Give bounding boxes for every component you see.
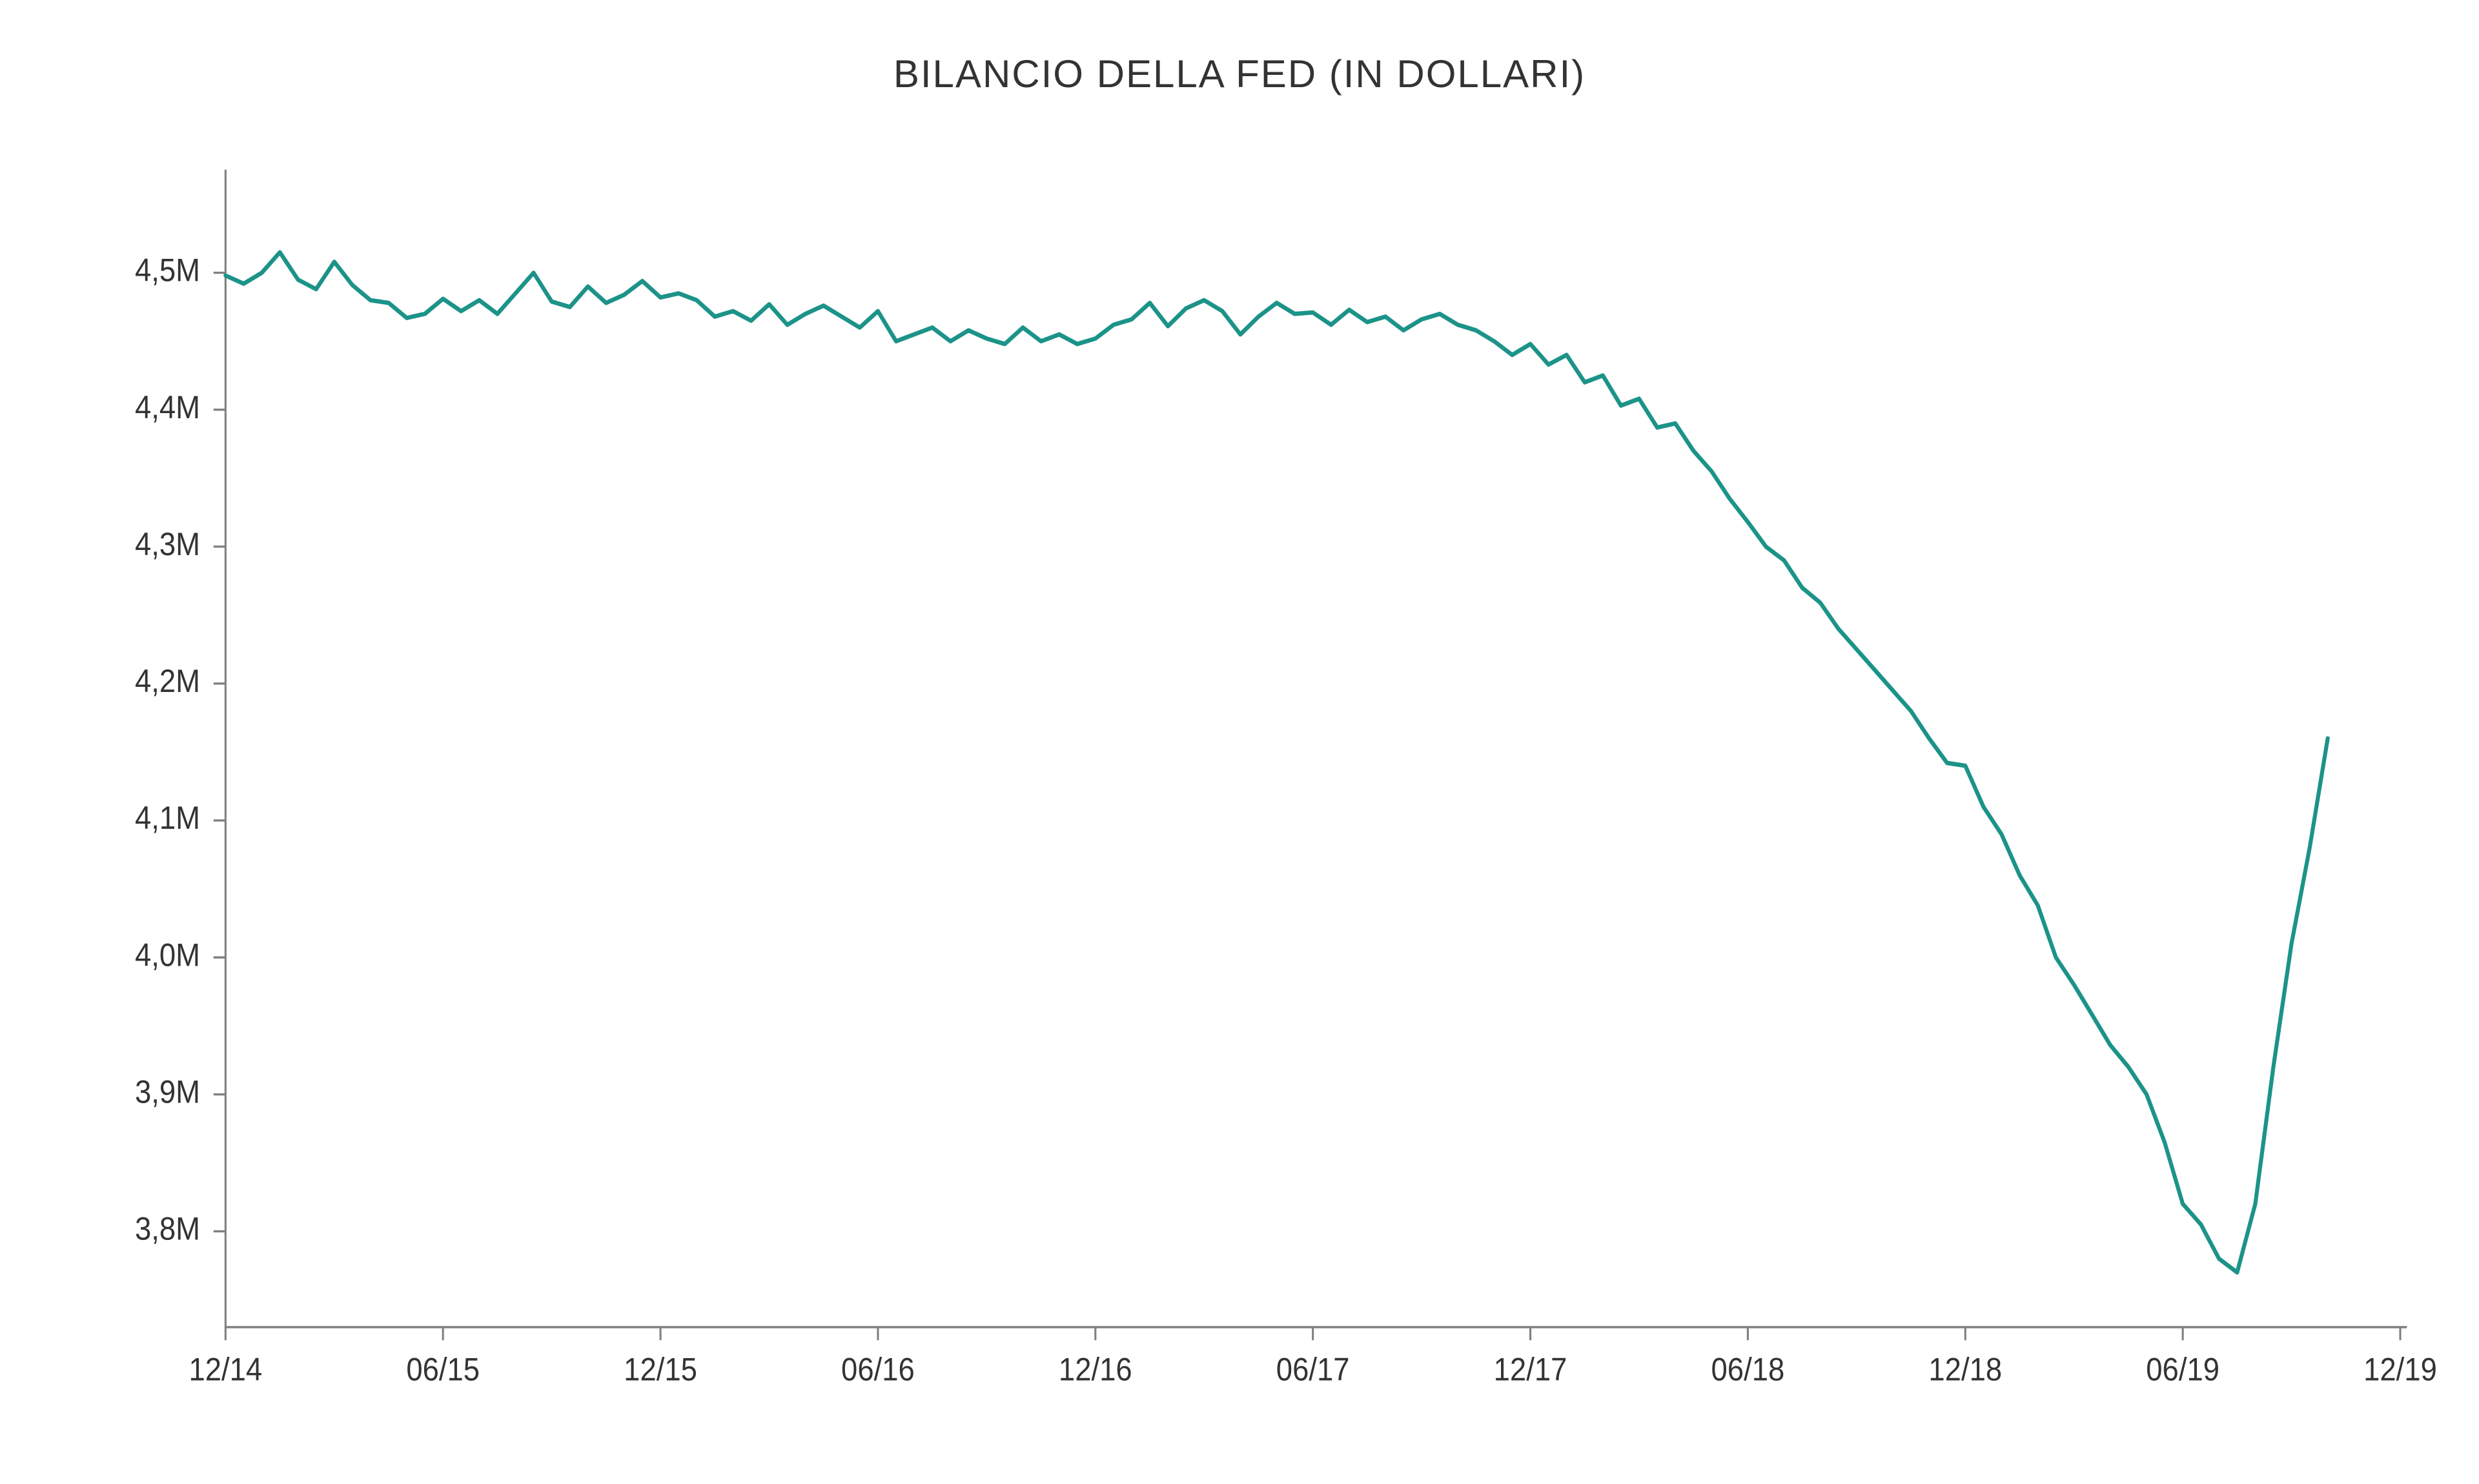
svg-text:12/14: 12/14 <box>189 1352 262 1388</box>
svg-text:4,4M: 4,4M <box>135 390 200 425</box>
svg-text:4,3M: 4,3M <box>135 527 200 562</box>
svg-text:06/17: 06/17 <box>1276 1352 1350 1388</box>
chart-container: BILANCIO DELLA FED (IN DOLLARI) 3,8M 3,9M… <box>0 0 2479 1484</box>
svg-text:4,2M: 4,2M <box>135 664 200 699</box>
svg-text:3,9M: 3,9M <box>135 1075 200 1110</box>
chart-title: BILANCIO DELLA FED (IN DOLLARI) <box>39 52 2440 96</box>
svg-text:12/19: 12/19 <box>2363 1352 2437 1388</box>
svg-text:12/15: 12/15 <box>624 1352 697 1388</box>
line-chart-svg: 3,8M 3,9M 4,0M 4,1M 4,2M 4,3M 4,4M 4,5M 12/14 06/… <box>39 148 2440 1458</box>
svg-text:06/18: 06/18 <box>1711 1352 1785 1388</box>
svg-text:06/15: 06/15 <box>406 1352 480 1388</box>
plot-area: 3,8M 3,9M 4,0M 4,1M 4,2M 4,3M 4,4M 4,5M 12/14 06/… <box>39 148 2440 1458</box>
svg-text:12/18: 12/18 <box>1928 1352 2002 1388</box>
svg-text:4,1M: 4,1M <box>135 800 200 836</box>
svg-text:12/16: 12/16 <box>1059 1352 1132 1388</box>
svg-text:06/19: 06/19 <box>2146 1352 2219 1388</box>
svg-text:4,0M: 4,0M <box>135 938 200 973</box>
svg-text:4,5M: 4,5M <box>135 253 200 289</box>
svg-text:3,8M: 3,8M <box>135 1212 200 1247</box>
svg-text:12/17: 12/17 <box>1494 1352 1567 1388</box>
svg-text:06/16: 06/16 <box>841 1352 915 1388</box>
